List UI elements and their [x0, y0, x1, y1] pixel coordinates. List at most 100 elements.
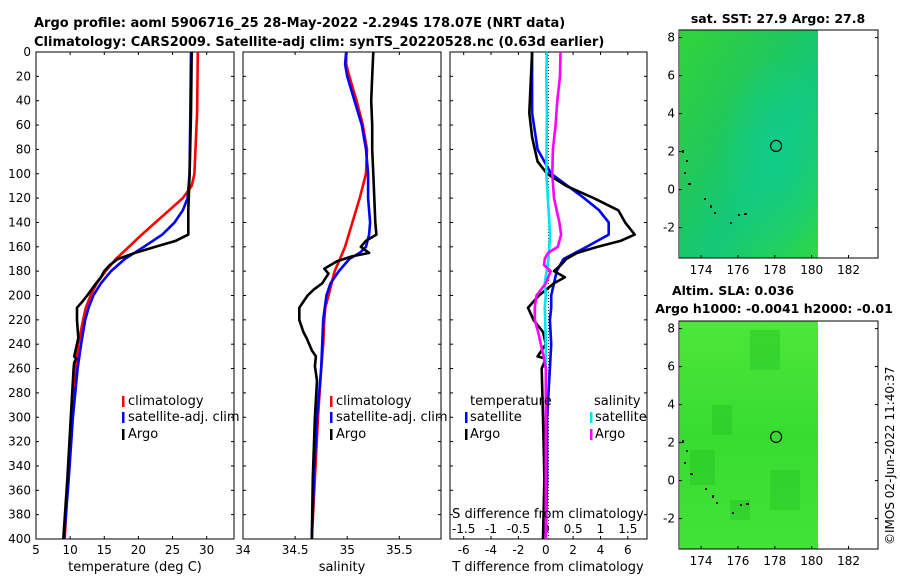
x-tick-label: 6: [624, 543, 632, 557]
depth-tick-label: 160: [8, 240, 31, 254]
legend-swatch-t-satellite: [465, 412, 468, 423]
series-line-t-satellite: [530, 52, 611, 540]
legend-t-argo: Argo: [470, 427, 500, 442]
temperature-axes: [35, 51, 235, 540]
depth-tick-label: 60: [16, 118, 31, 132]
x-tick-label: 4: [597, 543, 605, 557]
sla-map-ticks: 174 176 178 180 182 8 6 4 2 0 -2: [663, 322, 878, 568]
x-tick-label: 35.5: [386, 543, 413, 557]
map-y-tick-label: 6: [667, 69, 675, 83]
map-x-tick-label: 182: [837, 554, 860, 568]
depth-tick-label: 20: [16, 69, 31, 83]
depth-axis: 0 20 40 60 80 100 120 140 160 180 200 220 240 260 280 3…: [8, 45, 647, 546]
temperature-legend: climatology satellite-adj. clim Argo: [122, 394, 240, 442]
series-line-argo: [62, 51, 193, 540]
x-tick-label: 2: [569, 543, 577, 557]
depth-tick-label: 40: [16, 94, 31, 108]
figure-title-line2: Climatology: CARS2009. Satellite-adj cli…: [34, 35, 604, 50]
map-x-tick-label: 176: [727, 554, 750, 568]
legend-s-argo: Argo: [595, 427, 625, 442]
x-tick-label: -4: [485, 543, 497, 557]
legend-swatch-argo: [122, 429, 125, 440]
sla-map-title-line1: Altim. SLA: 0.036: [672, 283, 794, 298]
legend-s-satellite: satellite: [595, 410, 647, 425]
legend-satellite-adj: satellite-adj. clim: [336, 410, 448, 425]
map-x-tick-label: 182: [837, 263, 860, 277]
salinity-x-axis: 34 34.5 35 35.5: [235, 52, 413, 557]
legend-temperature-title: temperature: [470, 394, 552, 409]
legend-swatch-t-argo: [465, 429, 468, 440]
legend-t-satellite: satellite: [470, 410, 522, 425]
map-y-tick-label: 8: [667, 322, 675, 336]
credit-label: ©IMOS 02-Jun-2022 11:40:37: [883, 367, 897, 545]
temperature-xlabel: temperature (deg C): [68, 560, 202, 575]
salinity-axes: [242, 51, 442, 540]
map-x-tick-label: 174: [690, 554, 713, 568]
x-tick-label: 15: [97, 543, 112, 557]
x-tick-label: 5: [32, 543, 40, 557]
series-line-t-argo: [526, 51, 637, 540]
map-y-tick-label: 0: [667, 183, 675, 197]
x-tick-label: 35: [340, 543, 355, 557]
map-x-tick-label: 180: [800, 263, 823, 277]
map-x-tick-label: 176: [727, 263, 750, 277]
legend-swatch-argo: [330, 429, 333, 440]
difference-series: [526, 51, 637, 540]
map-y-tick-label: 8: [667, 31, 675, 45]
sla-map-title-line2: Argo h1000: -0.0041 h2000: -0.01: [655, 301, 893, 316]
legend-argo: Argo: [336, 427, 366, 442]
series-line-satellite-adj-clim: [62, 51, 193, 540]
x-tick-label: 30: [199, 543, 214, 557]
x-tick-label: -6: [458, 543, 470, 557]
x-tick-label: -1.5: [452, 522, 475, 536]
map-y-tick-label: 4: [667, 398, 675, 412]
map-y-tick-label: 2: [667, 145, 675, 159]
temperature-x-axis: 5 10 15 20 25 30: [32, 52, 214, 557]
depth-tick-label: 240: [8, 337, 31, 351]
temperature-series: [62, 51, 200, 540]
difference-panel: -6 -4 -2 0 2 4 6-1.5 -1 -0.5 0 0.5 1 1.5 T differenc…: [449, 51, 648, 575]
depth-tick-label: 340: [8, 459, 31, 473]
legend-climatology: climatology: [336, 394, 412, 409]
s-difference-xlabel: S difference from climatology: [452, 507, 644, 522]
t-difference-xlabel: T difference from climatology: [451, 560, 644, 575]
depth-tick-label: 280: [8, 386, 31, 400]
depth-tick-label: 360: [8, 483, 31, 497]
salinity-legend: climatology satellite-adj. clim Argo: [330, 394, 448, 442]
sst-argo-location-marker: [769, 139, 783, 152]
map-x-tick-label: 180: [800, 554, 823, 568]
depth-tick-label: 100: [8, 167, 31, 181]
legend-argo: Argo: [128, 427, 158, 442]
series-line-climatology: [310, 52, 369, 540]
sla-map-coast: [682, 440, 749, 514]
sla-map-panel: Altim. SLA: 0.036 Argo h1000: -0.0041 h2…: [655, 283, 893, 568]
depth-tick-label: 140: [8, 215, 31, 229]
legend-swatch-climatology: [122, 396, 125, 407]
map-y-tick-label: 4: [667, 107, 675, 121]
depth-tick-label: 400: [8, 532, 31, 546]
depth-tick-label: 380: [8, 508, 31, 522]
x-tick-label: -1: [485, 522, 497, 536]
series-line-argo: [297, 51, 378, 540]
sla-argo-location-marker: [769, 430, 783, 443]
sst-map-ticks: 174 176 178 180 182 8 6 4 2 0 -2: [663, 31, 878, 277]
x-tick-label: 10: [62, 543, 77, 557]
sla-map-texture: [690, 330, 800, 520]
x-tick-label: 34.5: [282, 543, 309, 557]
temperature-panel: 0204060801001201401601802002202402602803…: [8, 45, 647, 575]
figure-title-line1: Argo profile: aoml 5906716_25 28-May-202…: [34, 16, 565, 31]
map-x-tick-label: 174: [690, 263, 713, 277]
sst-map-warm-blob: [680, 30, 818, 258]
legend-climatology: climatology: [128, 394, 204, 409]
map-y-tick-label: -2: [663, 221, 675, 235]
legend-swatch-satellite: [122, 412, 125, 423]
sla-map-axes: [678, 320, 879, 550]
map-x-tick-label: 178: [763, 554, 786, 568]
sst-map-panel: sat. SST: 27.9 Argo: 27.8 174 176 178 180 18…: [663, 11, 879, 277]
map-y-tick-label: 2: [667, 436, 675, 450]
depth-tick-label: 0: [23, 45, 31, 59]
depth-tick-label: 220: [8, 313, 31, 327]
legend-swatch-s-argo: [590, 429, 593, 440]
x-tick-label: 1.5: [618, 522, 637, 536]
x-tick-label: 25: [165, 543, 180, 557]
